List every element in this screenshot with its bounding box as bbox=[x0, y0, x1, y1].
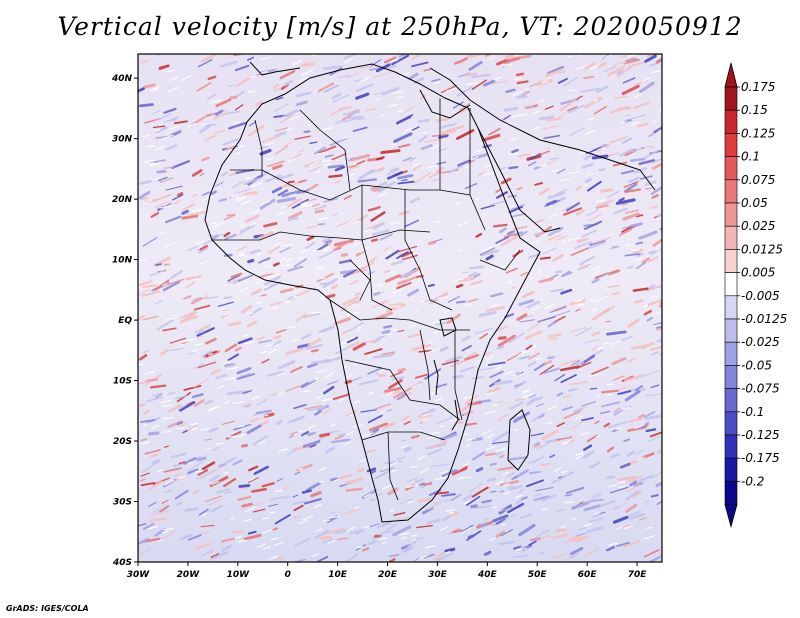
latitude-axis: 40N 30N 20N 10N EQ 10S 20S 30S 40S bbox=[111, 74, 138, 568]
lon-label: 0 bbox=[285, 570, 291, 580]
colorbar-label: 0.125 bbox=[741, 126, 775, 140]
colorbar: 0.175 0.15 0.125 0.1 0.075 0.05 0.025 0.0125 0.0… bbox=[724, 62, 787, 529]
colorbar-bottom-arrow bbox=[724, 504, 738, 529]
colorbar-swatch bbox=[724, 179, 738, 204]
colorbar-label: 0.175 bbox=[741, 80, 775, 94]
velocity-field bbox=[138, 54, 662, 562]
colorbar-swatch bbox=[724, 365, 738, 389]
country-borders bbox=[212, 98, 521, 501]
longitude-axis: 30W 20W 10W 0 10E 20E 30E 40E 50E 60E 70E bbox=[127, 562, 647, 580]
lat-label: 30S bbox=[113, 498, 132, 508]
lon-label: 40E bbox=[477, 570, 498, 580]
colorbar-swatch bbox=[724, 318, 738, 343]
great-lakes bbox=[433, 317, 459, 431]
lat-label: 40S bbox=[112, 558, 132, 568]
africa-coastline bbox=[204, 61, 656, 523]
colorbar-swatch bbox=[724, 202, 738, 227]
colorbar-label: -0.1 bbox=[741, 405, 764, 419]
colorbar-label: -0.025 bbox=[741, 335, 780, 349]
colorbar-label: 0.005 bbox=[741, 266, 775, 280]
colorbar-swatch bbox=[724, 388, 738, 413]
colorbar-swatch bbox=[724, 133, 738, 157]
colorbar-label: -0.125 bbox=[741, 428, 780, 442]
colorbar-label: 0.15 bbox=[741, 103, 768, 117]
lon-label: 50E bbox=[528, 570, 548, 580]
colorbar-swatch bbox=[724, 457, 738, 482]
colorbar-label: 0.05 bbox=[741, 196, 768, 210]
colorbar-swatch bbox=[724, 86, 738, 111]
field-background bbox=[138, 54, 662, 562]
lon-label: 10W bbox=[227, 570, 251, 580]
map-title: Vertical velocity [m/s] at 250hPa, VT: 2… bbox=[57, 12, 743, 41]
colorbar-label: -0.005 bbox=[741, 289, 780, 303]
lat-label: 40N bbox=[111, 74, 133, 84]
lat-label: 20N bbox=[112, 195, 133, 205]
colorbar-label: 0.025 bbox=[741, 219, 775, 233]
map-frame bbox=[137, 53, 663, 563]
colorbar-swatch bbox=[724, 295, 738, 320]
colorbar-label: -0.2 bbox=[741, 474, 764, 488]
colorbar-swatch bbox=[724, 225, 738, 250]
colorbar-swatch bbox=[724, 156, 738, 181]
lon-label: 60E bbox=[578, 570, 598, 580]
colorbar-label: -0.05 bbox=[741, 358, 772, 372]
colorbar-label: -0.175 bbox=[741, 451, 780, 465]
colorbar-swatch bbox=[724, 411, 738, 436]
grads-credit: GrADS: IGES/COLA bbox=[6, 604, 89, 613]
lon-label: 30W bbox=[127, 570, 151, 580]
lat-label: 10N bbox=[112, 256, 133, 266]
lon-label: 30E bbox=[428, 570, 448, 580]
lat-label: 10S bbox=[113, 377, 132, 387]
colorbar-swatch bbox=[724, 481, 738, 505]
colorbar-label: 0.0125 bbox=[741, 242, 783, 256]
colorbar-label: -0.075 bbox=[741, 382, 780, 396]
colorbar-top-arrow bbox=[724, 62, 738, 88]
colorbar-swatch bbox=[724, 272, 738, 297]
lat-label: EQ bbox=[118, 316, 132, 326]
lon-label: 20W bbox=[177, 570, 201, 580]
lon-label: 10E bbox=[328, 570, 348, 580]
colorbar-swatch bbox=[724, 434, 738, 459]
lon-label: 20E bbox=[378, 570, 398, 580]
colorbar-swatch bbox=[724, 109, 738, 134]
lat-label: 20S bbox=[113, 437, 132, 447]
lat-label: 30N bbox=[112, 135, 133, 145]
colorbar-swatch bbox=[724, 249, 738, 273]
lon-label: 70E bbox=[628, 570, 648, 580]
colorbar-label: -0.0125 bbox=[741, 312, 787, 326]
colorbar-swatch bbox=[724, 341, 738, 366]
colorbar-label: 0.1 bbox=[741, 150, 760, 164]
colorbar-label: 0.075 bbox=[741, 173, 775, 187]
